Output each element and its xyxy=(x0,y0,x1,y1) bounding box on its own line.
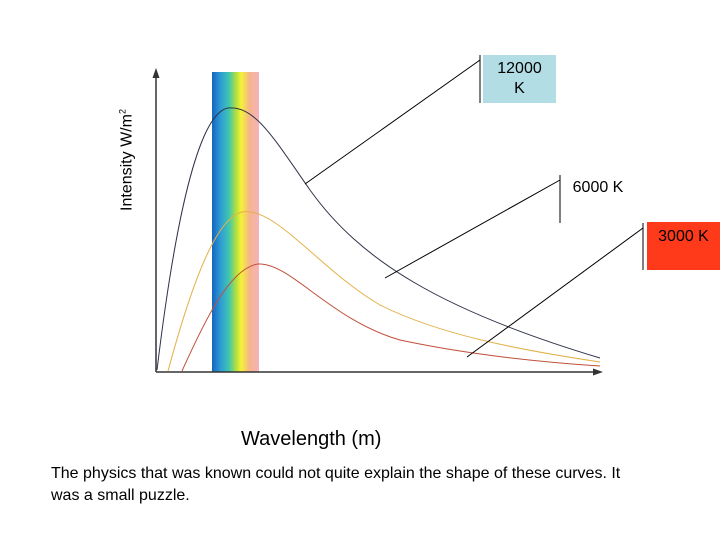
label-box-3000k xyxy=(647,222,720,270)
x-axis-arrow xyxy=(593,368,603,376)
label-12000k-line1: 12000 xyxy=(497,60,542,77)
axes xyxy=(152,68,603,376)
y-axis-label: Intensity W/m2 xyxy=(117,109,136,211)
label-3000k: 3000 K xyxy=(658,228,709,245)
label-box-12000k xyxy=(483,55,556,103)
curve-12000k xyxy=(156,107,601,371)
curve-6000k xyxy=(167,211,601,372)
y-axis-arrow xyxy=(152,68,160,78)
label-12000k: 12000 K xyxy=(483,55,556,103)
label-6000k: 6000 K xyxy=(572,179,624,196)
caption-text: The physics that was known could not qui… xyxy=(51,465,621,504)
curve-3000k xyxy=(181,263,601,372)
visible-spectrum-band xyxy=(212,72,259,372)
label-12000k-line2: K xyxy=(514,80,525,97)
x-axis-label: Wavelength (m) xyxy=(241,428,382,450)
leader-lines xyxy=(304,55,644,358)
